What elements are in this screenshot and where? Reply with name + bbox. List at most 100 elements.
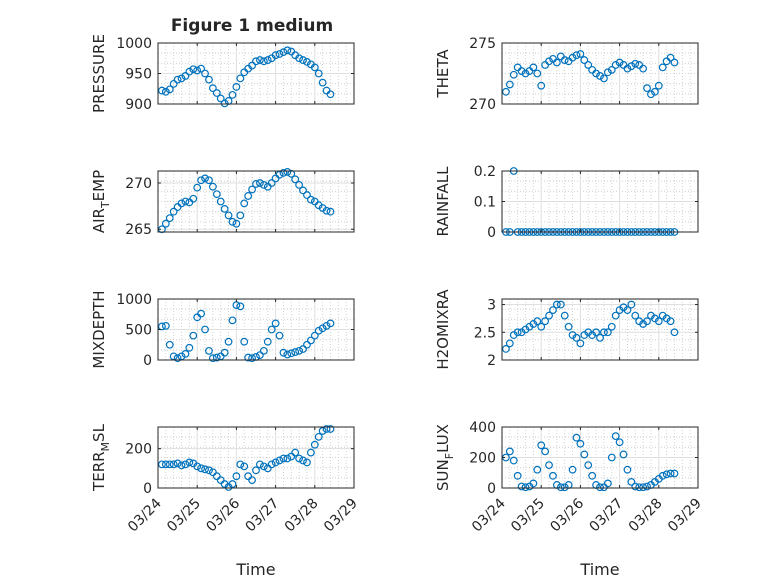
data-point <box>185 343 194 352</box>
data-point <box>635 61 644 69</box>
data-point <box>643 317 651 326</box>
y-tick-label: 200 <box>469 451 496 467</box>
x-tick-label: 03/27 <box>243 496 283 536</box>
data-point <box>256 460 264 469</box>
data-point <box>639 64 648 73</box>
x-tick-label: 03/26 <box>203 495 243 535</box>
data-point <box>216 94 225 103</box>
data-point <box>208 182 217 191</box>
data-point <box>177 74 186 83</box>
data-point <box>291 348 300 356</box>
data-point <box>552 58 561 67</box>
data-point <box>318 78 327 87</box>
data-point <box>236 302 245 311</box>
subplot-8: 0 200 400 SUNFLUX 03/24 03/25 03/26 03/27 03/28 0… <box>434 420 705 579</box>
data-point <box>236 74 245 83</box>
data-point <box>502 87 510 96</box>
data-point <box>670 328 679 337</box>
data-point <box>291 175 300 184</box>
data-point <box>287 349 296 358</box>
data-point <box>623 64 632 73</box>
data-point <box>513 471 522 480</box>
data-point <box>662 470 671 479</box>
subplot-1: 900 950 1000 PRESSURE <box>90 34 355 113</box>
data-point <box>541 317 550 326</box>
data-point <box>541 61 550 69</box>
data-point <box>169 460 178 469</box>
data-point <box>556 52 565 61</box>
data-point <box>299 456 307 465</box>
data-point <box>201 465 209 474</box>
data-point <box>537 322 546 331</box>
y-tick-label: 2.5 <box>474 325 496 341</box>
data-point <box>220 348 229 357</box>
data-point <box>228 217 237 226</box>
data-point <box>216 197 225 206</box>
y-axis-label: AIRTEMP <box>90 170 112 233</box>
data-point <box>267 179 276 187</box>
data-point <box>596 72 604 80</box>
data-point <box>299 56 307 64</box>
data-point <box>572 333 581 342</box>
data-point <box>295 54 304 63</box>
data-point <box>545 311 553 320</box>
data-point <box>205 466 213 475</box>
data-point <box>322 86 331 95</box>
data-point <box>513 328 522 337</box>
y-tick-label: 1000 <box>116 36 152 52</box>
data-point <box>592 328 600 337</box>
data-point <box>533 317 542 326</box>
axes-box <box>157 426 355 489</box>
data-point <box>165 85 174 94</box>
subplot-3: 265 270 AIRTEMP <box>90 168 355 238</box>
data-point <box>244 353 253 362</box>
data-point <box>212 472 221 481</box>
data-point <box>310 331 319 340</box>
data-point <box>212 353 221 362</box>
data-point <box>322 206 331 215</box>
data-point <box>212 89 221 97</box>
y-axis-label: MIXDEPTH <box>90 290 108 368</box>
data-point <box>631 311 640 320</box>
data-point <box>220 99 229 108</box>
subplot-2: 270 275 THETA <box>434 36 699 113</box>
data-point <box>275 456 284 465</box>
y-tick-label: 2 <box>487 353 496 369</box>
data-point <box>654 81 663 90</box>
data-point <box>615 58 624 67</box>
data-point <box>173 459 182 468</box>
data-point <box>173 75 182 84</box>
data-point <box>158 86 166 95</box>
data-point <box>576 339 585 348</box>
data-point <box>627 300 636 309</box>
data-point <box>505 339 514 348</box>
data-point <box>259 180 268 189</box>
data-point <box>568 465 577 474</box>
data-point <box>623 465 632 474</box>
data-point <box>299 345 307 353</box>
y-tick-label: 500 <box>125 323 152 339</box>
data-point <box>197 176 206 185</box>
data-point <box>611 432 620 441</box>
data-point <box>177 461 186 470</box>
data-point <box>283 46 292 55</box>
data-point <box>537 441 546 450</box>
data-point <box>322 321 331 330</box>
data-point <box>158 322 166 331</box>
subplot-4: 0 0.1 0.2 RAINFALL <box>434 164 699 241</box>
y-axis-label: SUNFLUX <box>434 424 456 491</box>
data-point <box>607 453 616 462</box>
y-tick-label: 265 <box>125 222 152 238</box>
data-point <box>236 211 245 220</box>
data-point <box>224 211 233 220</box>
data-point <box>310 440 319 449</box>
data-point <box>279 48 288 57</box>
data-point <box>568 53 577 62</box>
y-tick-label: 270 <box>125 176 152 192</box>
data-point <box>639 483 648 492</box>
data-point <box>654 317 663 326</box>
data-point <box>181 460 190 469</box>
data-point <box>658 63 667 72</box>
data-point <box>615 438 624 447</box>
